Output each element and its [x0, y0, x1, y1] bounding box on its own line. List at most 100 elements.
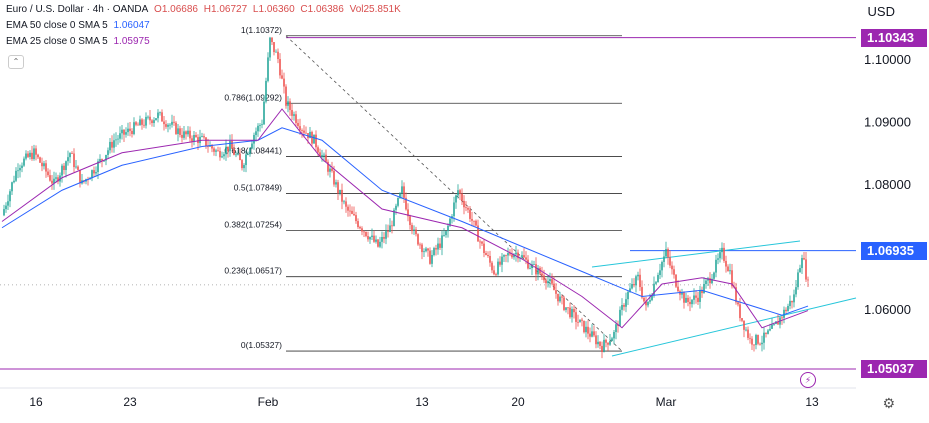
candle-body [67, 157, 69, 162]
candle-body [309, 131, 311, 139]
candle-body [217, 150, 219, 152]
candle-body [369, 237, 371, 240]
ema25-legend[interactable]: EMA 25 close 0 SMA 5 1.05975 [6, 36, 153, 47]
candle-body [97, 161, 99, 173]
candle-body [303, 130, 305, 133]
currency-label[interactable]: USD [867, 4, 895, 19]
candle-body [39, 157, 41, 163]
candle-body [385, 231, 387, 239]
candle-body [665, 249, 667, 257]
candle-body [311, 131, 313, 144]
candle-body [189, 130, 191, 139]
candle-body [447, 225, 449, 232]
candle-body [399, 193, 401, 199]
candle-body [99, 159, 101, 162]
candle-body [711, 278, 713, 284]
candle-body [697, 297, 699, 302]
candle-body [435, 248, 437, 250]
candle-body [517, 252, 519, 259]
candle-body [341, 189, 343, 202]
price-tag: 1.05037 [861, 360, 927, 378]
candle-body [187, 130, 189, 135]
candle-body [45, 163, 47, 172]
candle-body [735, 287, 737, 303]
candle-body [663, 256, 665, 262]
candle-body [251, 143, 253, 149]
candle-body [273, 42, 275, 53]
candle-body [297, 122, 299, 127]
chevron-up-icon: ⌃ [12, 57, 20, 66]
fib-trend-line [285, 35, 623, 352]
candle-body [75, 166, 77, 168]
candle-body [263, 101, 265, 125]
candle-body [749, 337, 751, 339]
candle-body [585, 326, 587, 333]
candle-body [283, 78, 285, 87]
candle-body [641, 287, 643, 298]
candle-body [313, 134, 315, 144]
candle-body [717, 258, 719, 260]
candle-body [787, 306, 789, 312]
candle-body [29, 152, 31, 157]
fib-level-label: 0.236(1.06517) [224, 266, 282, 276]
candle-body [615, 324, 617, 332]
x-tick-label: 16 [29, 395, 43, 409]
candle-body [525, 257, 527, 260]
candle-body [33, 148, 35, 160]
candle-body [145, 116, 147, 126]
candle-body [427, 248, 429, 251]
candle-body [497, 261, 499, 275]
candle-body [13, 180, 15, 183]
candle-body [247, 154, 249, 156]
candle-body [41, 162, 43, 167]
candle-body [773, 323, 775, 325]
candle-body [43, 163, 45, 167]
candle-body [569, 307, 571, 318]
candle-body [175, 122, 177, 134]
x-tick-label: Mar [656, 395, 677, 409]
candle-body [413, 229, 415, 231]
candle-body [453, 202, 455, 217]
candle-body [713, 272, 715, 279]
candle-body [581, 319, 583, 321]
candle-body [375, 239, 377, 242]
candle-body [573, 309, 575, 313]
candle-body [343, 201, 345, 203]
candle-body [287, 101, 289, 106]
ema50-legend[interactable]: EMA 50 close 0 SMA 5 1.06047 [6, 20, 153, 31]
y-tick-label: 1.10000 [864, 52, 911, 67]
candle-body [681, 292, 683, 295]
candle-body [351, 210, 353, 214]
candle-body [751, 338, 753, 345]
candle-body [281, 75, 283, 79]
candle-body [319, 152, 321, 157]
candle-body [465, 207, 467, 209]
candle-body [417, 234, 419, 245]
candle-body [513, 254, 515, 258]
candle-body [549, 279, 551, 282]
candle-body [479, 241, 481, 243]
lightning-icon[interactable]: ⚡ [800, 372, 816, 388]
candle-body [537, 267, 539, 275]
candle-body [277, 51, 279, 60]
symbol-title[interactable]: Euro / U.S. Dollar · 4h · OANDA [6, 4, 149, 15]
candle-body [321, 155, 323, 157]
candle-body [133, 122, 135, 135]
candle-body [599, 341, 601, 346]
candle-body [143, 124, 145, 126]
candle-body [579, 319, 581, 323]
candle-body [625, 299, 627, 307]
channel-lower-line [611, 297, 857, 357]
candle-body [651, 295, 653, 301]
candle-body [223, 154, 225, 157]
fib-level-label: 0.786(1.09292) [224, 92, 282, 102]
candle-body [337, 182, 339, 194]
candle-body [57, 177, 59, 182]
candle-body [629, 288, 631, 292]
collapse-legend-button[interactable]: ⌃ [8, 55, 24, 69]
candle-body [3, 209, 5, 216]
candle-body [77, 166, 79, 170]
gear-icon[interactable]: ⚙ [882, 395, 895, 411]
candle-body [365, 231, 367, 237]
